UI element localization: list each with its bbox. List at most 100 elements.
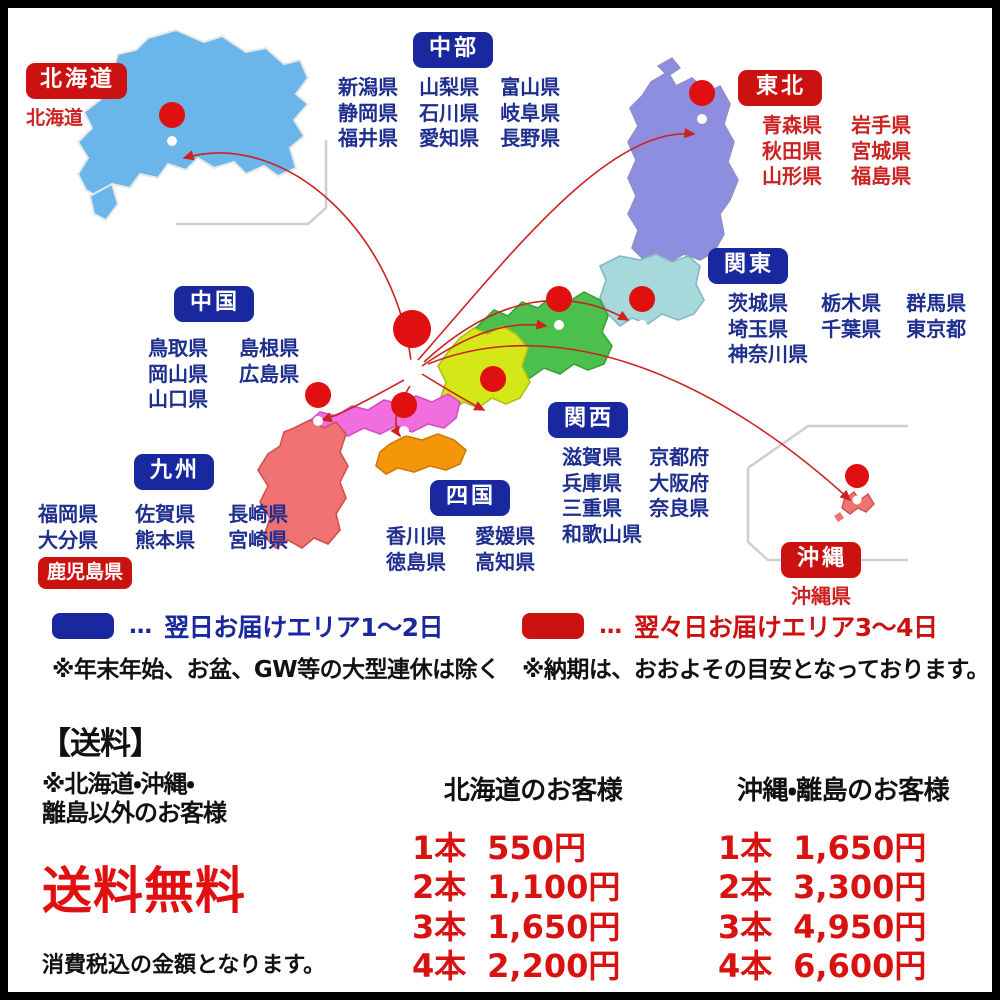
pref-badge-kagoshima: 鹿児島県 [38,557,133,589]
pref-label: 岩手県 [851,113,912,137]
region-prefs-chugoku: 鳥取県 島根県 岡山県 広島県 山口県 [148,336,319,413]
shipping-fee-section: 【送料】 ※北海道・沖縄・ 離島以外のお客様 送料無料 消費税込の金額となります… [8,708,992,992]
legend-text-blue: 翌日お届けエリア1～2日 [164,613,443,642]
region-block-chugoku: 中国 鳥取県 島根県 岡山県 広島県 山口県 [148,286,319,413]
region-prefs-hokkaido: 北海道 [26,106,127,130]
pref-label: 島根県 [239,336,300,360]
pref-label: 佐賀県 [135,502,196,526]
arrow-to-okinawa [427,344,852,502]
pref-label: 岐阜県 [500,100,561,125]
price-row: 4本 2,200円 [412,947,678,986]
pref-label: 千葉県 [821,316,882,341]
price-qty: 1本 [412,829,467,867]
map-pins [159,80,870,522]
pref-label: 群馬県 [906,291,967,315]
legend-dots-blue: … [129,613,154,639]
price-qty: 1本 [718,829,773,867]
pref-label: 大分県 [38,527,98,552]
arrow-to-kyushu [320,379,405,423]
pref-label: 京都府 [649,445,710,469]
price-amount: 4,950円 [793,907,927,946]
region-block-kyushu: 九州 福岡県 佐賀県 長崎県 大分県 熊本県 宮崎県 鹿児島県 [38,454,316,589]
japan-delivery-map: 北海道 北海道 中部 新潟県 山梨県 富山県 静岡県 石川県 [8,8,992,608]
shipping-free-block: ※北海道・沖縄・ 離島以外のお客様 送料無料 消費税込の金額となります。 [42,770,372,979]
pref-label: 富山県 [500,75,561,99]
region-block-kansai: 関西 滋賀県 京都府 兵庫県 大阪府 三重県 奈良県 和歌山県 [548,402,731,547]
region-prefs-kyushu: 福岡県 佐賀県 長崎県 大分県 熊本県 宮崎県 鹿児島県 [38,502,316,589]
delivery-legend: … 翌日お届けエリア1～2日 ※年末年始、お盆、GW等の大型連休は除く … 翌々… [8,608,992,703]
pref-label: 徳島県 [386,549,446,574]
pref-label: 大阪府 [649,470,710,495]
okinawa-inset-border [746,424,908,562]
pin-okinawa [845,464,870,522]
region-badge-okinawa: 沖縄 [780,542,861,578]
pref-label: 福島県 [851,164,912,189]
pref-label: 福井県 [338,126,398,151]
region-badge-kyushu: 九州 [133,454,214,490]
pref-label: 神奈川県 [728,342,808,367]
region-block-okinawa: 沖縄 沖縄県 [768,542,874,610]
pin-chugoku-origin [393,310,432,400]
pin-kanto [629,286,656,350]
shipping-title: 【送料】 [40,726,161,762]
region-prefs-chubu: 新潟県 山梨県 富山県 静岡県 石川県 岐阜県 福井県 愛知県 長野県 [338,75,576,152]
region-block-kanto: 関東 茨城県 栃木県 群馬県 埼玉県 千葉県 東京都 神奈川県 [708,248,986,368]
pref-label: 宮城県 [851,138,912,163]
price-amount: 2,200円 [487,947,621,986]
legend-note-red: ※納期は、おおよその目安となっております。 [522,657,990,683]
pin-tohoku [689,80,716,144]
arrow-to-kansai [421,373,486,411]
pref-label: 山形県 [762,164,822,189]
arrow-to-kanto [423,299,630,363]
pref-label: 北海道 [26,107,84,129]
pref-label: 茨城県 [728,291,788,315]
price-row: 3本 1,650円 [412,908,678,947]
price-amount: 550円 [487,829,586,867]
pref-label: 沖縄県 [791,584,851,608]
price-column-heading: 北海道のお客様 [443,776,623,806]
pref-label: 奈良県 [649,496,710,521]
legend-text-red: 翌々日お届けエリア3～4日 [634,613,938,642]
pref-label: 熊本県 [135,527,196,552]
price-qty: 2本 [412,868,467,907]
pref-label: 山口県 [148,387,208,412]
legend-swatch-blue [52,613,114,639]
price-amount: 1,650円 [793,829,927,867]
legend-item-next-day: … 翌日お届けエリア1～2日 ※年末年始、お盆、GW等の大型連休は除く [52,608,500,684]
pref-label: 愛知県 [419,126,480,151]
pin-kansai [480,366,507,430]
map-region-tohoku [627,57,739,263]
price-row: 1本 550円 [412,829,678,868]
legend-note-blue: ※年末年始、お盆、GW等の大型連休は除く [52,657,500,683]
pref-label: 香川県 [386,524,446,548]
pin-kyushu [305,382,332,446]
pref-label: 岡山県 [148,361,208,386]
price-qty: 3本 [718,907,773,946]
region-block-chubu: 中部 新潟県 山梨県 富山県 静岡県 石川県 岐阜県 福井県 愛知県 長野県 [338,32,576,152]
price-column-okinawa: 沖縄・離島のお客様 1本 1,650円 2本 3,300円 3本 4,950円 … [698,770,988,986]
pref-label: 新潟県 [338,75,398,99]
map-region-shikoku [375,433,467,475]
japan-map-svg [76,28,908,562]
pref-label: 和歌山県 [562,521,642,546]
shipping-free-note-line1: ※北海道・沖縄・ [42,770,195,798]
price-row: 2本 1,100円 [412,868,678,907]
legend-swatch-red [522,613,584,639]
region-badge-chugoku: 中国 [173,286,254,322]
region-prefs-kansai: 滋賀県 京都府 兵庫県 大阪府 三重県 奈良県 和歌山県 [562,445,731,547]
pref-label: 宮崎県 [228,527,289,552]
price-row: 2本 3,300円 [718,868,988,907]
region-block-tohoku: 東北 青森県 岩手県 秋田県 宮城県 山形県 福島県 [738,70,935,190]
pref-label: 愛媛県 [475,524,536,548]
pin-shikoku [391,392,418,456]
shipping-free-note-line2: 離島以外のお客様 [42,799,227,828]
region-badge-kansai: 関西 [548,402,629,438]
price-row: 1本 1,650円 [718,829,988,868]
pref-label: 広島県 [239,361,300,386]
price-qty: 4本 [718,947,773,986]
region-badge-shikoku: 四国 [429,480,510,516]
map-region-kyushu [257,419,349,550]
region-block-hokkaido: 北海道 北海道 [26,63,128,130]
legend-item-two-day: … 翌々日お届けエリア3～4日 ※納期は、おおよその目安となっております。 [522,608,990,684]
price-rows: 1本 1,650円 2本 3,300円 3本 4,950円 4本 6,600円 [718,829,988,986]
